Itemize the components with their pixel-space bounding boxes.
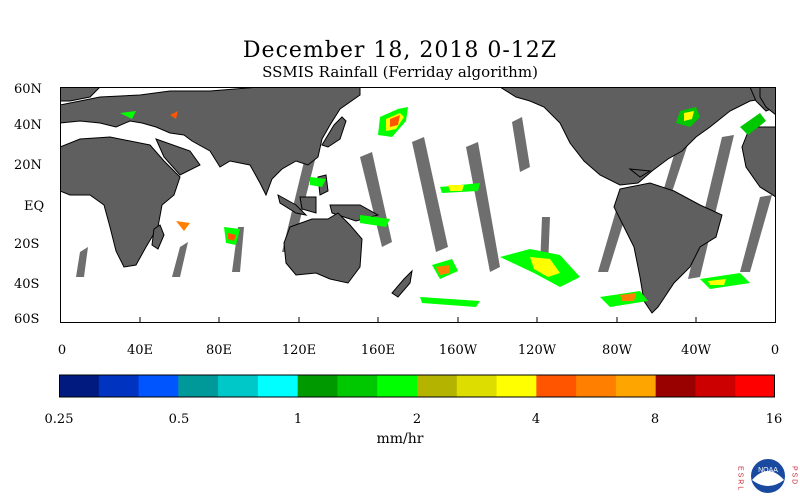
colorbar-swatch-4 [218,375,259,397]
map-subtitle: SSMIS Rainfall (Ferriday algorithm) [262,63,538,81]
map-frame [60,87,776,323]
lon-label-80w: 80W [602,343,632,358]
colorbar-swatch-7 [337,375,378,397]
lat-label-40s: 40S [14,277,40,292]
lon-label-0-end: 0 [770,343,780,358]
colorbar-swatch-14 [615,375,657,397]
lon-label-40e: 40E [126,343,154,358]
lon-label-160w: 160W [438,343,478,358]
colorbar-swatch-10 [456,375,498,397]
lon-label-80e: 80E [205,343,233,358]
lon-label-40w: 40W [681,343,711,358]
lon-label-120w: 120W [517,343,557,358]
colorbar-swatch-9 [417,375,458,397]
noaa-badge-text: NOAA [758,467,778,474]
colorbar-units: mm/hr [376,431,424,447]
colorbar-swatch-13 [576,375,617,397]
colorbar-swatch-0 [59,375,100,397]
colorbar-swatch-12 [536,375,577,397]
lon-label-120e: 120E [281,343,317,358]
colorbar-swatch-5 [257,375,299,397]
colorbar-tick-8: 8 [650,412,660,427]
colorbar-tick-2: 2 [412,412,422,427]
map-ticks [60,317,776,323]
lat-label-20s: 20S [14,237,40,252]
colorbar-tick-0-25: 0.25 [44,412,74,427]
colorbar-tick-1: 1 [293,412,303,427]
colorbar-swatch-6 [297,375,338,397]
colorbar-swatch-16 [695,375,736,397]
colorbar-swatch-1 [98,375,140,397]
colorbar-tick-4: 4 [531,412,541,427]
colorbar-frame [59,374,775,398]
lat-label-20n: 20N [14,158,42,173]
lon-label-160e: 160E [360,343,396,358]
rainfall-map [60,87,776,323]
lat-label-eq: EQ [24,199,45,214]
colorbar [59,374,775,398]
colorbar-swatch-11 [496,375,537,397]
colorbar-swatch-17 [735,375,775,397]
colorbar-swatch-8 [377,375,418,397]
colorbar-tick-16: 16 [765,412,783,427]
colorbar-swatch-15 [655,375,696,397]
rain-features [120,107,766,307]
logo-letters-left: E S R L [737,466,744,490]
noaa-esrl-psd-logo: E S R L P S D NOAA [737,457,798,495]
colorbar-tick-0-5: 0.5 [168,412,190,427]
lat-label-60n: 60N [14,82,42,97]
colorbar-swatch-2 [138,375,179,397]
colorbar-swatch-3 [178,375,219,397]
lat-label-40n: 40N [14,118,42,133]
logo-letters-right: P S D [791,466,798,484]
map-title: December 18, 2018 0-12Z [242,38,558,63]
lon-label-0: 0 [57,343,67,358]
lat-label-60s: 60S [14,312,40,327]
